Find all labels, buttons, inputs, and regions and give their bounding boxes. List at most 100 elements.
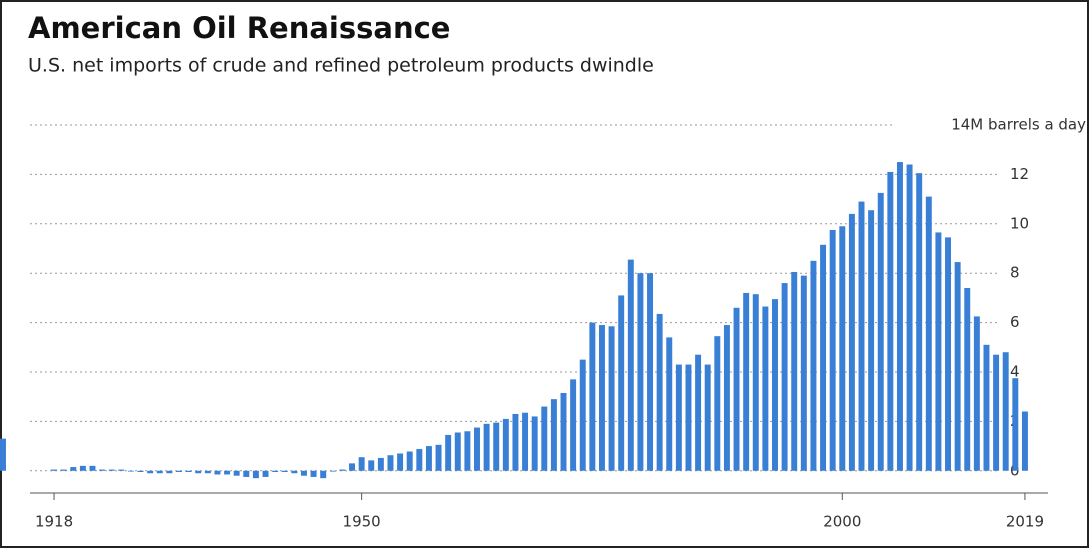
bar <box>272 470 279 473</box>
bar <box>252 470 259 479</box>
bar <box>349 463 356 471</box>
bar <box>695 354 702 471</box>
bar <box>560 392 567 471</box>
bar <box>70 467 77 471</box>
bar <box>733 307 740 471</box>
bar <box>1012 378 1019 471</box>
bar <box>262 470 269 477</box>
bar <box>743 292 750 471</box>
y-tick-label: 4 <box>1010 362 1020 380</box>
bar <box>502 418 509 471</box>
bar <box>906 164 913 471</box>
bar <box>964 288 971 471</box>
bar <box>195 470 202 474</box>
bar <box>1021 411 1028 471</box>
bar <box>425 446 432 471</box>
bar <box>176 470 182 473</box>
bar <box>445 434 452 471</box>
bar <box>675 364 682 471</box>
bar <box>339 469 346 471</box>
bar <box>848 213 855 471</box>
bar <box>839 226 846 471</box>
bar <box>89 465 96 471</box>
bar <box>531 416 538 471</box>
bar <box>550 399 557 471</box>
bar <box>281 470 288 473</box>
bar <box>377 457 384 471</box>
bar <box>820 244 827 471</box>
bar <box>627 259 634 471</box>
bar <box>387 455 394 471</box>
x-tick-label: 2000 <box>823 513 861 531</box>
bar <box>945 237 952 471</box>
bar <box>243 470 250 477</box>
bar <box>108 469 115 471</box>
bar <box>916 173 923 471</box>
bar <box>51 469 58 471</box>
bar <box>762 306 769 471</box>
bar <box>493 422 500 471</box>
bar <box>137 470 144 473</box>
bar <box>147 470 154 474</box>
bar <box>397 453 404 471</box>
bar <box>99 469 106 471</box>
bar <box>887 171 894 471</box>
bar <box>579 359 586 471</box>
bar <box>791 271 798 471</box>
bar <box>156 470 163 474</box>
bar <box>204 470 211 474</box>
chart-title: American Oil Renaissance <box>28 11 450 45</box>
bar <box>973 316 980 471</box>
bar <box>637 273 644 471</box>
bar <box>406 451 413 471</box>
bar <box>896 162 903 471</box>
y-tick-label: 12 <box>1010 165 1029 183</box>
y-tick-label: 10 <box>1010 214 1029 232</box>
bar <box>800 275 807 471</box>
bar <box>127 470 134 472</box>
bar <box>618 295 625 471</box>
bar <box>541 406 548 471</box>
bar <box>993 354 1000 471</box>
bar <box>368 460 375 471</box>
bar <box>166 470 173 474</box>
bar <box>233 470 240 476</box>
bar <box>329 470 336 472</box>
bar <box>723 325 730 471</box>
bar <box>598 325 605 471</box>
x-tick-label: 1918 <box>35 513 73 531</box>
bar <box>656 313 663 471</box>
bar <box>79 465 86 471</box>
bar <box>214 470 221 475</box>
bar <box>647 273 654 471</box>
bar <box>474 427 480 471</box>
bar <box>118 469 125 471</box>
bar <box>925 196 932 471</box>
bar <box>435 444 442 471</box>
bar <box>858 201 865 471</box>
chart-subtitle: U.S. net imports of crude and refined pe… <box>28 55 654 77</box>
bar <box>522 412 529 471</box>
bar <box>868 210 875 471</box>
bar <box>416 449 423 471</box>
bar <box>752 294 759 471</box>
bar <box>0 438 6 471</box>
bar <box>935 232 942 471</box>
bar <box>300 470 307 476</box>
bar <box>954 262 961 471</box>
bar <box>829 229 836 471</box>
bar <box>60 469 67 471</box>
bar <box>589 322 596 471</box>
bar <box>310 470 317 477</box>
bar <box>512 413 519 471</box>
bar <box>781 283 788 471</box>
bar <box>358 457 365 471</box>
bar <box>224 470 231 475</box>
bar <box>877 192 884 471</box>
bar <box>714 336 721 471</box>
bar <box>570 379 577 471</box>
y-tick-label: 8 <box>1010 264 1020 282</box>
bar <box>464 431 471 471</box>
bar <box>454 432 461 471</box>
bar <box>483 423 490 471</box>
